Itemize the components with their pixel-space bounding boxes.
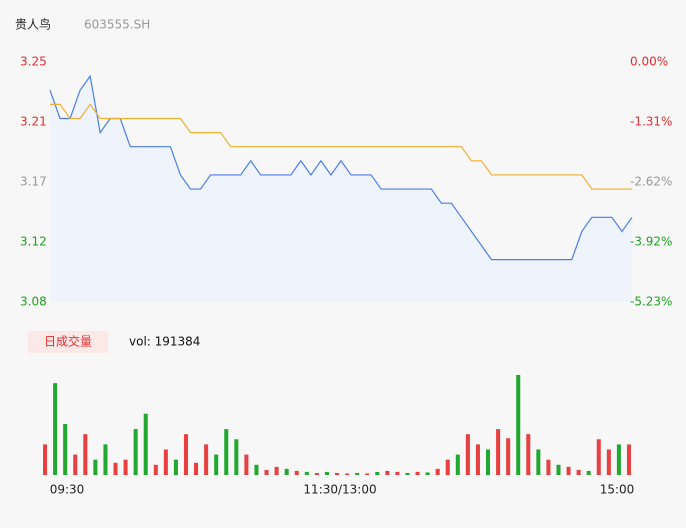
volume-bar xyxy=(103,444,108,475)
y2-tick-label: -5.23% xyxy=(630,295,672,309)
volume-bar xyxy=(153,464,158,475)
volume-annotation: vol: 191384 xyxy=(129,335,200,349)
y2-tick-label: -3.92% xyxy=(630,234,672,248)
line-average xyxy=(50,103,632,190)
volume-bar xyxy=(314,472,319,475)
volume-bar xyxy=(234,439,239,475)
chart-subtitle: 603555.SH xyxy=(84,18,150,32)
volume-bar xyxy=(43,444,48,475)
volume-bar xyxy=(425,472,430,475)
volume-bar xyxy=(244,454,249,475)
volume-bar xyxy=(63,423,68,475)
volume-bar xyxy=(143,413,148,475)
volume-bar xyxy=(526,434,531,475)
volume-bar xyxy=(133,429,138,475)
volume-bar xyxy=(506,438,511,475)
volume-bar xyxy=(616,444,621,475)
volume-bar xyxy=(556,464,561,475)
volume-bar xyxy=(566,466,571,475)
volume-bar xyxy=(365,473,370,475)
y2-tick-label: -1.31% xyxy=(630,115,672,129)
y-tick-label: 3.12 xyxy=(20,235,47,249)
volume-bar xyxy=(113,462,118,475)
volume-bar xyxy=(626,444,631,475)
volume-bar xyxy=(375,471,380,475)
volume-bar xyxy=(606,449,611,475)
volume-bar xyxy=(83,434,88,475)
chart-title: 贵人鸟 xyxy=(15,17,51,32)
y-tick-label: 3.17 xyxy=(20,175,47,189)
volume-bar xyxy=(415,471,420,475)
volume-bar xyxy=(475,444,480,475)
volume-bar xyxy=(546,459,551,475)
y2-tick-label: 0.00% xyxy=(630,55,668,69)
volume-bar xyxy=(596,439,601,475)
volume-bar xyxy=(345,473,350,475)
volume-bar xyxy=(73,454,78,475)
y2-tick-label: -2.62% xyxy=(630,175,672,189)
y-tick-label: 3.25 xyxy=(20,55,47,69)
volume-bar xyxy=(435,468,440,475)
volume-bar xyxy=(294,470,299,475)
volume-bar xyxy=(586,470,591,475)
volume-bar xyxy=(385,470,390,475)
volume-bar xyxy=(264,469,269,475)
y-tick-label: 3.21 xyxy=(20,115,47,129)
volume-bar xyxy=(204,444,209,475)
volume-bar xyxy=(183,434,188,475)
volume-bar xyxy=(163,449,168,475)
volume-bar xyxy=(516,375,521,475)
volume-bar xyxy=(334,472,340,475)
legend-box xyxy=(28,331,108,353)
volume-bar xyxy=(304,471,309,475)
volume-bar xyxy=(355,472,360,475)
volume-bar xyxy=(254,464,259,475)
volume-bar xyxy=(486,449,491,475)
volume-bar xyxy=(395,471,400,475)
volume-bar xyxy=(445,459,450,475)
volume-bar xyxy=(284,468,289,475)
line-price xyxy=(49,74,633,261)
volume-bar xyxy=(93,459,98,475)
volume-bar xyxy=(576,469,581,475)
volume-bar xyxy=(123,459,128,475)
price-area xyxy=(50,76,632,302)
volume-bar xyxy=(214,454,219,475)
volume-bar xyxy=(194,462,199,475)
volume-bar xyxy=(405,472,410,475)
volume-bar xyxy=(496,429,501,475)
volume-bar xyxy=(224,429,229,475)
volume-bar xyxy=(324,471,329,475)
x-tick-label: 15:00 xyxy=(600,483,635,497)
y-tick-label: 3.08 xyxy=(20,295,47,309)
x-tick-label: 11:30/13:00 xyxy=(303,483,376,497)
volume-bar xyxy=(465,434,470,475)
legend-label: 日成交量 xyxy=(44,334,92,349)
volume-bar xyxy=(536,449,541,475)
x-tick-label: 09:30 xyxy=(50,483,85,497)
volume-bar xyxy=(173,459,178,475)
volume-bar xyxy=(455,454,460,475)
volume-bar xyxy=(274,466,279,475)
volume-bar xyxy=(53,383,58,475)
